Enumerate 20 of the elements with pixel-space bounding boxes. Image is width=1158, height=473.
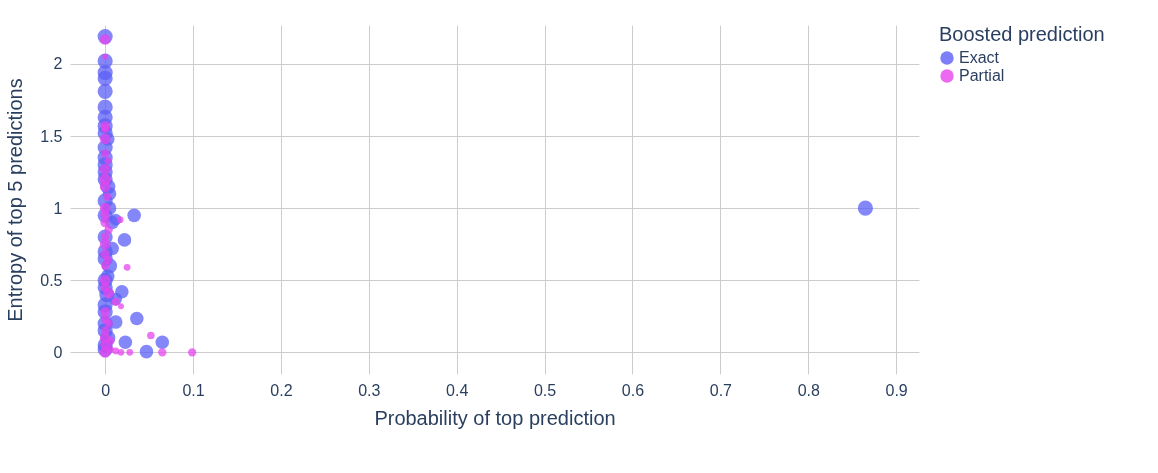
legend-title: Boosted prediction — [939, 23, 1105, 45]
x-tick-label: 0.8 — [797, 381, 820, 399]
y-tick-label: 0 — [53, 343, 63, 361]
x-tick-label: 0.6 — [621, 381, 645, 399]
y-axis-title: Entropy of top 5 predictions — [4, 78, 27, 322]
legend-label: Exact — [959, 49, 1000, 66]
x-tick-label: 0.1 — [182, 381, 205, 399]
legend-label: Partial — [959, 67, 1005, 84]
x-tick-label: 0.5 — [533, 381, 557, 399]
y-tick-label: 1 — [53, 199, 63, 217]
x-tick-label: 0.9 — [885, 381, 908, 399]
x-tick-label: 0.3 — [358, 381, 381, 399]
y-tick-label: 0.5 — [40, 271, 63, 289]
x-tick-label: 0.7 — [709, 381, 733, 399]
x-tick-label: 0 — [101, 381, 111, 399]
y-tick-label: 2 — [53, 55, 63, 73]
x-axis-title: Probability of top prediction — [374, 406, 616, 429]
x-tick-label: 0.2 — [270, 381, 293, 399]
y-tick-label: 1.5 — [40, 127, 63, 145]
x-tick-label: 0.4 — [446, 381, 469, 399]
